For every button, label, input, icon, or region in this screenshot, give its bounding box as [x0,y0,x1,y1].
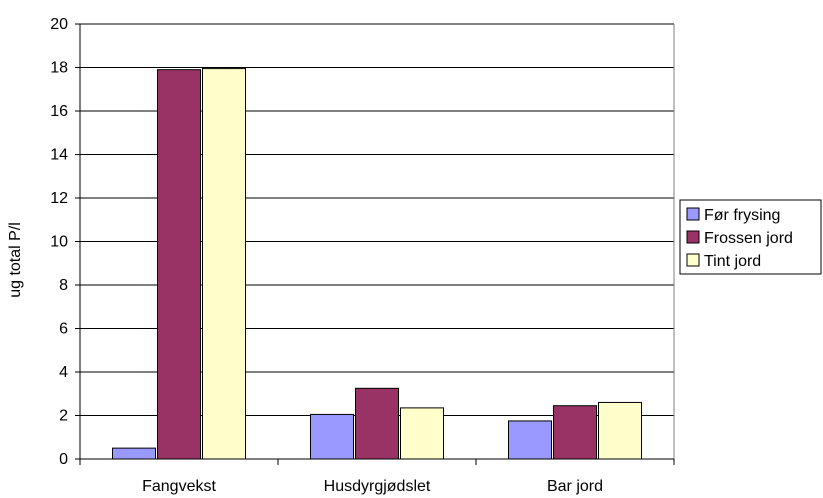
x-category-label: Bar jord [547,478,603,495]
legend-label: Frossen jord [704,230,793,247]
bar-f-r-frysing-2 [508,420,552,460]
y-axis-title: ug total P/l [7,222,24,298]
legend: Før frysing Frossen jord Tint jord [679,199,822,275]
legend-swatch [686,207,700,221]
bar-frossen-jord-1 [355,387,399,460]
legend-swatch [686,253,700,267]
bar-f-r-frysing-1 [310,413,354,460]
bar-tint-jord-1 [400,407,444,460]
y-tick-label: 14 [50,147,68,164]
y-tick-label: 2 [59,408,68,425]
y-tick-label: 12 [50,190,68,207]
y-tick-labels: 0 2 4 6 8 10 12 14 16 18 20 [50,16,68,468]
y-tick-label: 10 [50,234,68,251]
legend-label: Før frysing [704,207,780,224]
y-tick-label: 8 [59,277,68,294]
bar-tint-jord-2 [598,401,642,460]
bars [112,68,642,460]
axes [75,23,675,465]
bar-tint-jord-0 [202,68,246,460]
y-tick-label: 6 [59,321,68,338]
y-tick-label: 20 [50,16,68,33]
legend-label: Tint jord [704,253,761,270]
y-tick-label: 16 [50,103,68,120]
x-category-labels: Fangvekst Husdyrgjødslet Bar jord [142,478,603,495]
x-category-label: Fangvekst [142,478,216,495]
x-category-label: Husdyrgjødslet [324,478,431,495]
bar-frossen-jord-2 [553,405,597,460]
bar-frossen-jord-0 [157,69,201,460]
y-tick-label: 18 [50,60,68,77]
y-tick-label: 0 [59,451,68,468]
bar-f-r-frysing-0 [112,447,156,460]
legend-swatch [686,230,700,244]
legend-box [679,199,822,275]
y-tick-label: 4 [59,364,68,381]
